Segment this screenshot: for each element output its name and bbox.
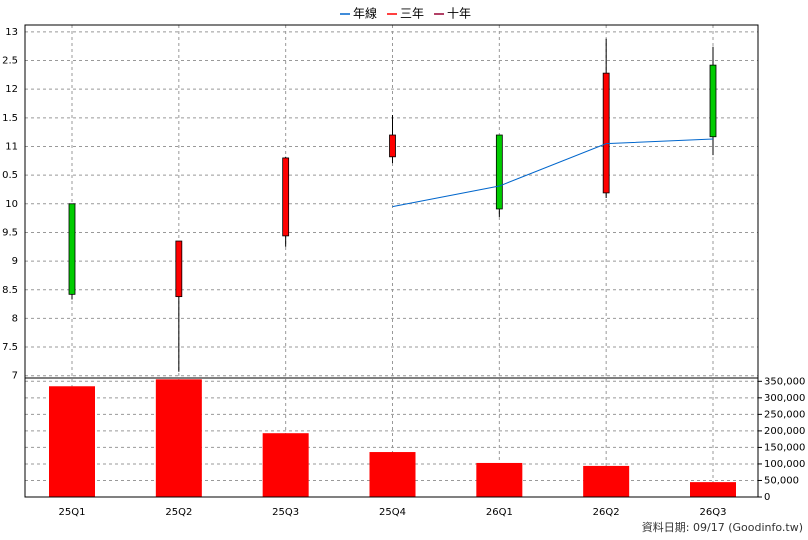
bar — [583, 465, 630, 497]
y-tick-label: 7 — [12, 371, 18, 382]
candle-body — [282, 157, 290, 237]
y-tick-label: 2.5 — [2, 56, 18, 67]
bar — [476, 462, 523, 497]
footnote: 資料日期: 09/17 (Goodinfo.tw) — [642, 520, 803, 534]
legend-label: 三年 — [400, 7, 424, 21]
y2-tick-label: 350,000 — [764, 376, 805, 387]
y-tick-label: 9.5 — [2, 227, 18, 238]
y2-tick-label: 150,000 — [764, 442, 805, 453]
bar — [369, 452, 416, 497]
y-tick-label: 8.5 — [2, 285, 18, 296]
candle-body — [709, 64, 717, 138]
y2-tick-label: 50,000 — [764, 475, 799, 486]
y2-tick-label: 300,000 — [764, 393, 805, 404]
plot-frame — [24, 24, 759, 498]
candle-body — [68, 203, 76, 295]
bar — [49, 386, 95, 497]
line-series — [392, 138, 714, 208]
y2-tick-label: 200,000 — [764, 426, 805, 437]
y-tick-label: 8 — [12, 313, 18, 324]
x-tick-label: 25Q2 — [165, 507, 192, 518]
y-tick-label: 1.5 — [2, 113, 18, 124]
y-tick-label: 0.5 — [2, 170, 18, 181]
y-tick-label: 9 — [12, 256, 18, 267]
candle-body — [602, 72, 610, 194]
y-tick-label: 13 — [5, 27, 18, 38]
x-tick-label: 25Q3 — [272, 507, 299, 518]
x-tick-label: 25Q4 — [379, 507, 406, 518]
bar — [155, 379, 202, 497]
x-tick-label: 25Q1 — [59, 507, 86, 518]
candle-body — [389, 134, 396, 158]
legend-label: 年線 — [353, 6, 377, 21]
x-tick-label: 26Q2 — [593, 507, 620, 518]
y2-tick-label: 100,000 — [764, 459, 805, 470]
bar — [262, 433, 309, 497]
y-tick-label: 12 — [5, 84, 18, 95]
y-tick-label: 7.5 — [2, 342, 18, 353]
x-tick-label: 26Q1 — [486, 507, 513, 518]
bar — [690, 482, 736, 497]
y2-tick-label: 0 — [764, 492, 770, 503]
y-tick-label: 11 — [5, 141, 18, 152]
candle-body — [175, 240, 183, 298]
candle-body — [495, 134, 503, 210]
x-tick-label: 26Q3 — [700, 507, 727, 518]
y-tick-label: 10 — [5, 199, 18, 210]
legend-label: 十年 — [447, 7, 471, 21]
y2-tick-label: 250,000 — [764, 409, 805, 420]
